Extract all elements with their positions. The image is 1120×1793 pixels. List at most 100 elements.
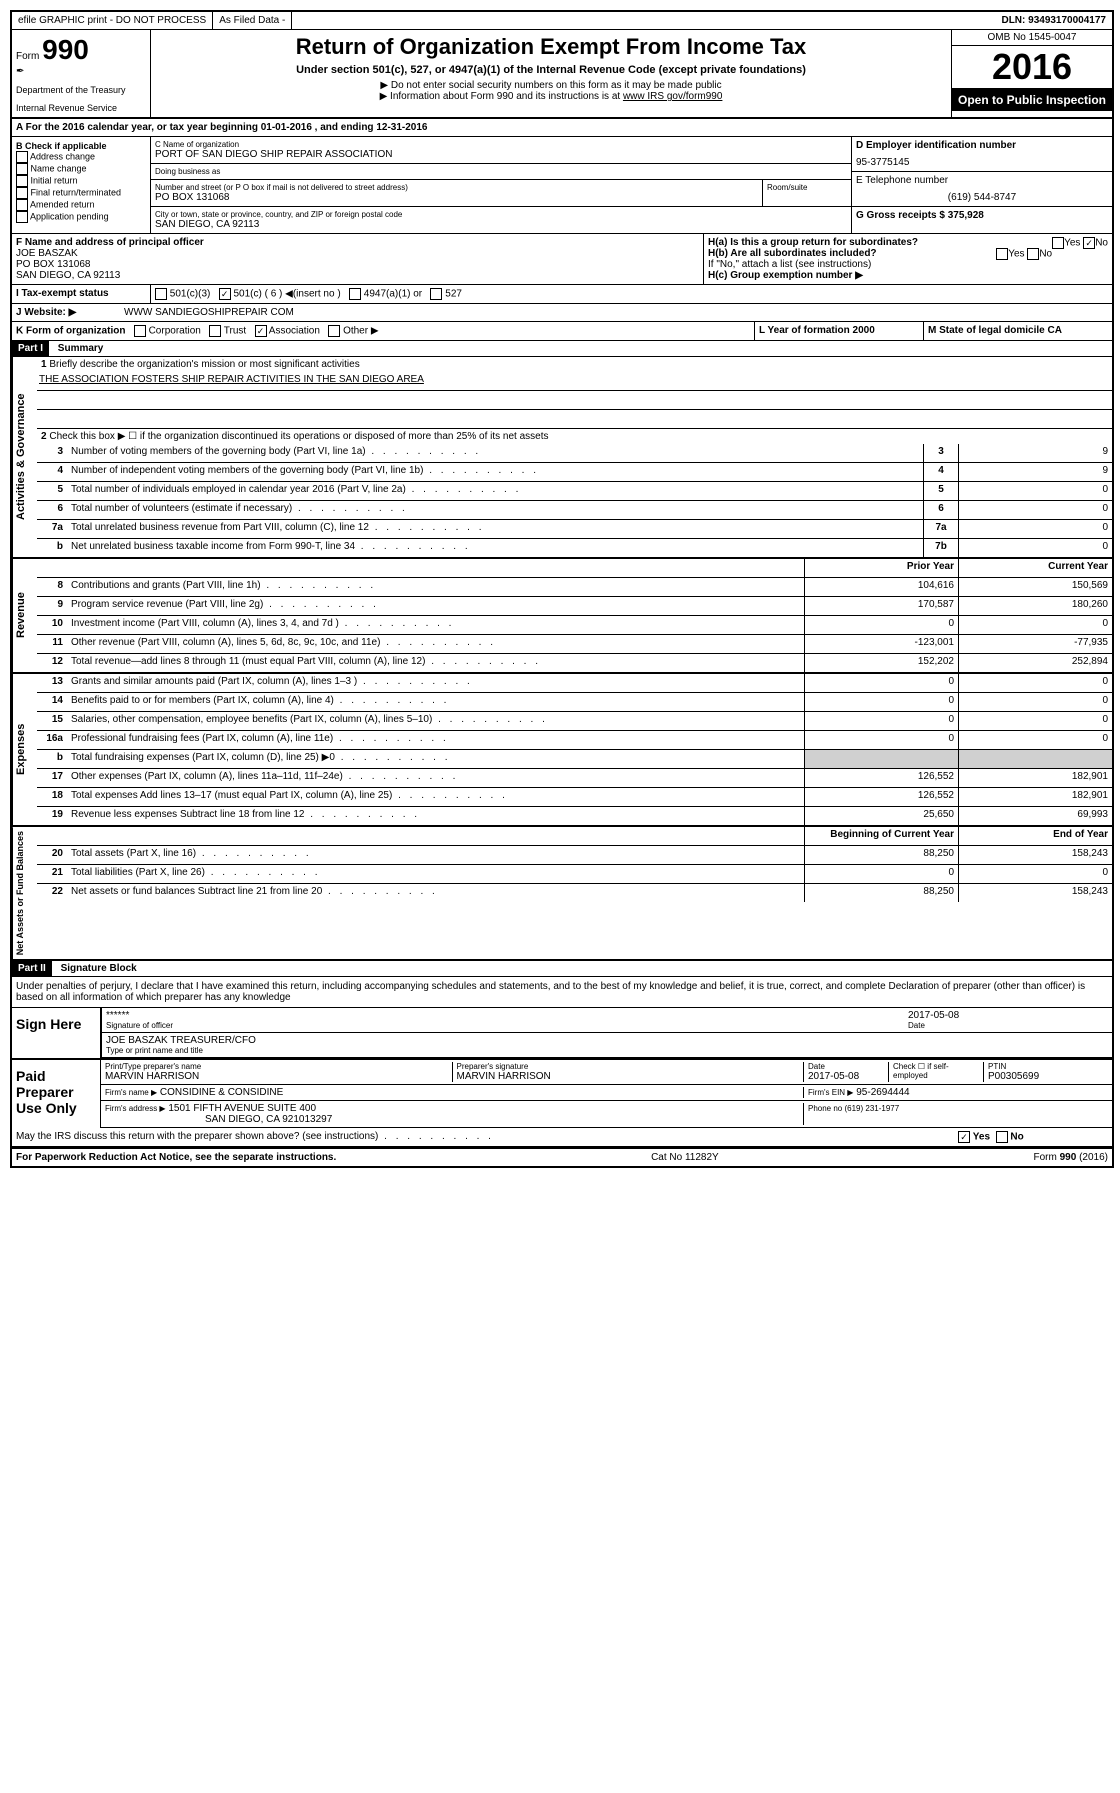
header-left: Form 990 ✒ Department of the Treasury In…	[12, 30, 151, 117]
revenue-row: 11 Other revenue (Part VIII, column (A),…	[37, 635, 1112, 654]
ein: 95-3775145	[856, 151, 1108, 168]
ag-row: 4 Number of independent voting members o…	[37, 463, 1112, 482]
app-pending[interactable]: Application pending	[16, 211, 146, 223]
form-header: Form 990 ✒ Department of the Treasury In…	[12, 30, 1112, 119]
org-name: PORT OF SAN DIEGO SHIP REPAIR ASSOCIATIO…	[155, 149, 847, 160]
sig-officer-line: ****** Signature of officer 2017-05-08 D…	[102, 1008, 1112, 1033]
vert-activities: Activities & Governance	[12, 357, 37, 557]
revenue-row: 9 Program service revenue (Part VIII, li…	[37, 597, 1112, 616]
phone-cell: E Telephone number (619) 544-8747	[852, 172, 1112, 207]
name-change[interactable]: Name change	[16, 163, 146, 175]
revenue-row: 8 Contributions and grants (Part VIII, l…	[37, 578, 1112, 597]
prep-name-row: Print/Type preparer's name MARVIN HARRIS…	[101, 1060, 1112, 1085]
dba-cell: Doing business as	[151, 164, 851, 180]
phone: (619) 544-8747	[856, 186, 1108, 203]
main-title: Return of Organization Exempt From Incom…	[155, 34, 947, 60]
info-grid: B Check if applicable Address change Nam…	[12, 137, 1112, 234]
efile-notice: efile GRAPHIC print - DO NOT PROCESS	[12, 12, 213, 29]
ag-row: b Net unrelated business taxable income …	[37, 539, 1112, 557]
netassets-row: 20 Total assets (Part X, line 16) 88,250…	[37, 846, 1112, 865]
b-title: B Check if applicable	[16, 141, 146, 151]
as-filed: As Filed Data -	[213, 12, 292, 29]
firm-name-row: Firm's name ▶ CONSIDINE & CONSIDINE Firm…	[101, 1085, 1112, 1101]
expenses-section: Expenses 13 Grants and similar amounts p…	[12, 674, 1112, 827]
declaration: Under penalties of perjury, I declare th…	[12, 977, 1112, 1007]
col-d: D Employer identification number 95-3775…	[852, 137, 1112, 233]
ag-row: 3 Number of voting members of the govern…	[37, 444, 1112, 463]
year-formation: L Year of formation 2000	[754, 322, 923, 340]
city-cell: City or town, state or province, country…	[151, 207, 851, 233]
vert-netassets: Net Assets or Fund Balances	[12, 827, 37, 959]
activities-governance: Activities & Governance 1 Briefly descri…	[12, 357, 1112, 559]
q1: 1 Briefly describe the organization's mi…	[37, 357, 1112, 372]
ein-cell: D Employer identification number 95-3775…	[852, 137, 1112, 172]
addr-row: Number and street (or P O box if mail is…	[151, 180, 851, 207]
officer-name-line: JOE BASZAK TREASURER/CFO Type or print n…	[102, 1033, 1112, 1058]
revenue-row: 10 Investment income (Part VIII, column …	[37, 616, 1112, 635]
amended-return[interactable]: Amended return	[16, 199, 146, 211]
expense-row: 17 Other expenses (Part IX, column (A), …	[37, 769, 1112, 788]
rev-header: Prior Year Current Year	[37, 559, 1112, 578]
officer-addr1: PO BOX 131068	[16, 259, 699, 270]
part2-header: Part II Signature Block	[12, 961, 1112, 977]
q2: 2 Check this box ▶ ☐ if the organization…	[37, 429, 1112, 444]
row-klm: K Form of organization Corporation Trust…	[12, 322, 1112, 341]
paid-preparer-block: Paid Preparer Use Only Print/Type prepar…	[12, 1058, 1112, 1128]
note-ssn: ▶ Do not enter social security numbers o…	[155, 80, 947, 91]
initial-return[interactable]: Initial return	[16, 175, 146, 187]
section-a: A For the 2016 calendar year, or tax yea…	[12, 119, 1112, 137]
sign-here-label: Sign Here	[12, 1008, 100, 1058]
expense-row: 13 Grants and similar amounts paid (Part…	[37, 674, 1112, 693]
omb-number: OMB No 1545-0047	[952, 30, 1112, 46]
paid-prep-label: Paid Preparer Use Only	[12, 1060, 100, 1128]
officer-h-row: F Name and address of principal officer …	[12, 234, 1112, 285]
officer-addr2: SAN DIEGO, CA 92113	[16, 270, 699, 281]
revenue-section: Revenue Prior Year Current Year 8 Contri…	[12, 559, 1112, 674]
expense-row: 14 Benefits paid to or for members (Part…	[37, 693, 1112, 712]
revenue-row: 12 Total revenue—add lines 8 through 11 …	[37, 654, 1112, 672]
officer-info: F Name and address of principal officer …	[12, 234, 704, 284]
top-bar: efile GRAPHIC print - DO NOT PROCESS As …	[12, 12, 1112, 30]
discuss-row: May the IRS discuss this return with the…	[12, 1128, 1112, 1148]
h-section: H(a) Is this a group return for subordin…	[704, 234, 1112, 284]
col-b-checkboxes: B Check if applicable Address change Nam…	[12, 137, 151, 233]
final-return[interactable]: Final return/terminated	[16, 187, 146, 199]
form-990-container: efile GRAPHIC print - DO NOT PROCESS As …	[10, 10, 1114, 1168]
expense-row: 16a Professional fundraising fees (Part …	[37, 731, 1112, 750]
ha-row: H(a) Is this a group return for subordin…	[708, 237, 1108, 248]
header-center: Return of Organization Exempt From Incom…	[151, 30, 951, 117]
irs-link[interactable]: www IRS gov/form990	[623, 91, 722, 102]
netassets-section: Net Assets or Fund Balances Beginning of…	[12, 827, 1112, 961]
street-address: PO BOX 131068	[155, 192, 758, 203]
website: WWW SANDIEGOSHIPREPAIR COM	[120, 304, 298, 321]
org-name-cell: C Name of organization PORT OF SAN DIEGO…	[151, 137, 851, 164]
footer: For Paperwork Reduction Act Notice, see …	[12, 1148, 1112, 1166]
irs: Internal Revenue Service	[16, 103, 146, 113]
expense-row: 18 Total expenses Add lines 13–17 (must …	[37, 788, 1112, 807]
ag-row: 7a Total unrelated business revenue from…	[37, 520, 1112, 539]
sign-here-block: Sign Here ****** Signature of officer 20…	[12, 1007, 1112, 1058]
state-domicile: M State of legal domicile CA	[923, 322, 1112, 340]
sub-title: Under section 501(c), 527, or 4947(a)(1)…	[155, 64, 947, 76]
net-header: Beginning of Current Year End of Year	[37, 827, 1112, 846]
vert-expenses: Expenses	[12, 674, 37, 825]
vert-revenue: Revenue	[12, 559, 37, 672]
mission: THE ASSOCIATION FOSTERS SHIP REPAIR ACTI…	[37, 372, 1112, 391]
hb-note: If "No," attach a list (see instructions…	[708, 259, 1108, 270]
expense-row: 19 Revenue less expenses Subtract line 1…	[37, 807, 1112, 825]
officer-name: JOE BASZAK	[16, 248, 699, 259]
expense-row: b Total fundraising expenses (Part IX, c…	[37, 750, 1112, 769]
row-i: I Tax-exempt status 501(c)(3) ✓ 501(c) (…	[12, 285, 1112, 304]
open-public: Open to Public Inspection	[952, 89, 1112, 111]
dln: DLN: 93493170004177	[995, 12, 1112, 29]
addr-change[interactable]: Address change	[16, 151, 146, 163]
row-j: J Website: ▶ WWW SANDIEGOSHIPREPAIR COM	[12, 304, 1112, 322]
netassets-row: 22 Net assets or fund balances Subtract …	[37, 884, 1112, 902]
expense-row: 15 Salaries, other compensation, employe…	[37, 712, 1112, 731]
eagle-icon: ✒	[16, 66, 146, 77]
gross-receipts: G Gross receipts $ 375,928	[852, 207, 1112, 224]
form-number: 990	[42, 34, 89, 65]
ag-row: 6 Total number of volunteers (estimate i…	[37, 501, 1112, 520]
hb-row: H(b) Are all subordinates included? Yes …	[708, 248, 1108, 259]
hc-row: H(c) Group exemption number ▶	[708, 270, 1108, 281]
